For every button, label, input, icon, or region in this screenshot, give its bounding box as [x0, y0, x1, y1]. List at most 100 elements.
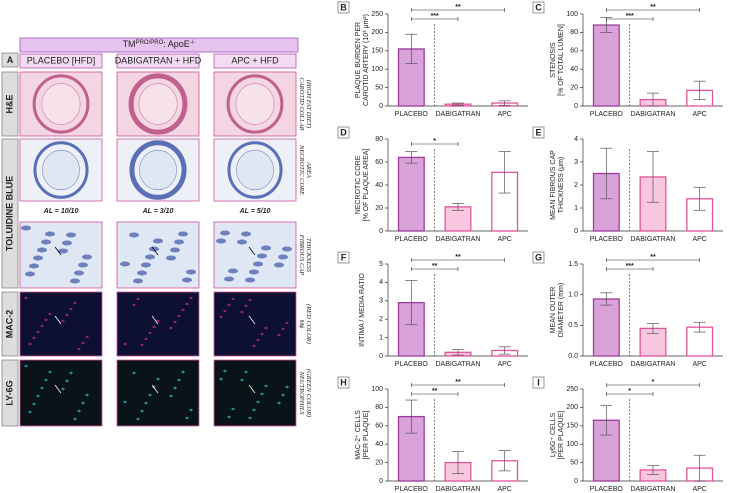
cell	[85, 335, 89, 339]
cell	[166, 255, 176, 261]
cell	[41, 239, 51, 245]
cell	[241, 231, 251, 237]
x-tick-label: APC	[497, 486, 511, 493]
cell	[248, 416, 252, 420]
cell	[29, 263, 39, 269]
y-tick-label: 80	[375, 136, 383, 143]
cell	[189, 296, 193, 300]
cell	[25, 271, 35, 277]
y-tick-label: 200	[566, 404, 578, 411]
panel-letter-frame	[337, 1, 350, 14]
y-tick-label: 0	[379, 103, 383, 110]
cell	[220, 230, 230, 236]
cell	[185, 302, 189, 306]
sig-label: **	[432, 388, 438, 395]
row-label-box	[1, 359, 19, 427]
x-tick-label: DABIGATRAN	[631, 486, 676, 493]
y-tick-label: 250	[371, 11, 383, 18]
cell	[282, 246, 292, 252]
sig-label: **	[455, 254, 461, 261]
cell	[257, 253, 267, 259]
sig-label: **	[650, 254, 656, 261]
cell	[260, 392, 264, 396]
x-tick-label: DABIGATRAN	[436, 486, 481, 493]
x-tick-label: DABIGATRAN	[436, 236, 481, 243]
y-axis-label: CAROTID ARTERY (10³ μm²)	[363, 14, 370, 106]
cell	[61, 319, 65, 323]
arrow	[54, 246, 62, 256]
cell	[62, 240, 72, 246]
cell	[140, 343, 144, 347]
cell	[156, 377, 160, 381]
cell	[141, 262, 151, 268]
vessel-wall	[227, 141, 283, 199]
cell	[24, 364, 28, 368]
sig-label: *	[433, 138, 436, 145]
cell	[231, 297, 235, 301]
cell	[169, 394, 173, 398]
cell	[145, 254, 155, 260]
panel-letter-frame	[337, 251, 350, 264]
y-tick-label: 5	[379, 261, 383, 268]
y-tick-label: 2	[379, 316, 383, 323]
cell	[219, 377, 223, 381]
arrow	[54, 315, 62, 325]
arrow	[151, 246, 159, 256]
error-bar	[647, 151, 659, 203]
cell	[224, 276, 234, 282]
y-tick-label: 150	[566, 423, 578, 430]
panel-letter-frame	[532, 1, 545, 14]
side-annotation: FIBROUS CAP	[298, 234, 305, 276]
error-bar	[405, 151, 418, 164]
cell	[137, 270, 147, 276]
panel-letter: H	[340, 377, 347, 387]
cell	[252, 344, 256, 348]
cell	[219, 315, 223, 319]
y-tick-label: 60	[375, 159, 383, 166]
y-axis-label: [% OF TOTAL LUMEN]	[558, 24, 565, 96]
cell	[129, 232, 139, 238]
cell	[189, 408, 193, 412]
y-tick-label: 80	[375, 404, 383, 411]
cell	[256, 338, 260, 342]
cell	[278, 254, 288, 260]
error-bar	[647, 92, 659, 107]
vessel-wall	[33, 141, 89, 199]
al-label: AL = 3/10	[142, 208, 174, 215]
row-label: LY-6G	[4, 380, 14, 405]
vessel-wall	[128, 73, 188, 135]
error-bar	[498, 100, 511, 106]
x-tick-label: DABIGATRAN	[436, 111, 481, 118]
panel-letter: D	[340, 127, 347, 137]
error-bar	[693, 186, 706, 211]
x-tick-label: APC	[692, 361, 706, 368]
panel-letter-frame	[532, 376, 545, 389]
cell	[136, 417, 140, 421]
cell	[152, 325, 156, 329]
cell	[44, 318, 48, 322]
y-axis-label: DIAMETER (mm)	[558, 283, 565, 337]
y-tick-label: 4	[574, 136, 578, 143]
column-header: DABIGATRAN + HFD	[115, 55, 202, 65]
x-tick-label: PLACEBO	[590, 486, 624, 493]
cell	[33, 255, 43, 261]
cell	[123, 400, 127, 404]
x-tick-label: APC	[692, 486, 706, 493]
panel-letter: G	[535, 252, 542, 262]
y-tick-label: 80	[570, 29, 578, 36]
y-tick-label: 20	[375, 205, 383, 212]
cell	[181, 370, 185, 374]
cell	[61, 387, 65, 391]
panel-label: A	[7, 55, 14, 65]
error-bar	[647, 323, 659, 334]
x-tick-label: PLACEBO	[590, 361, 624, 368]
x-tick-label: PLACEBO	[590, 111, 624, 118]
error-bar	[647, 465, 659, 475]
cell	[48, 370, 52, 374]
y-tick-label: 150	[371, 48, 383, 55]
error-bar	[452, 349, 464, 356]
y-tick-label: 60	[570, 48, 578, 55]
cell	[32, 336, 36, 340]
y-tick-label: 0	[574, 228, 578, 235]
cell	[277, 401, 281, 405]
